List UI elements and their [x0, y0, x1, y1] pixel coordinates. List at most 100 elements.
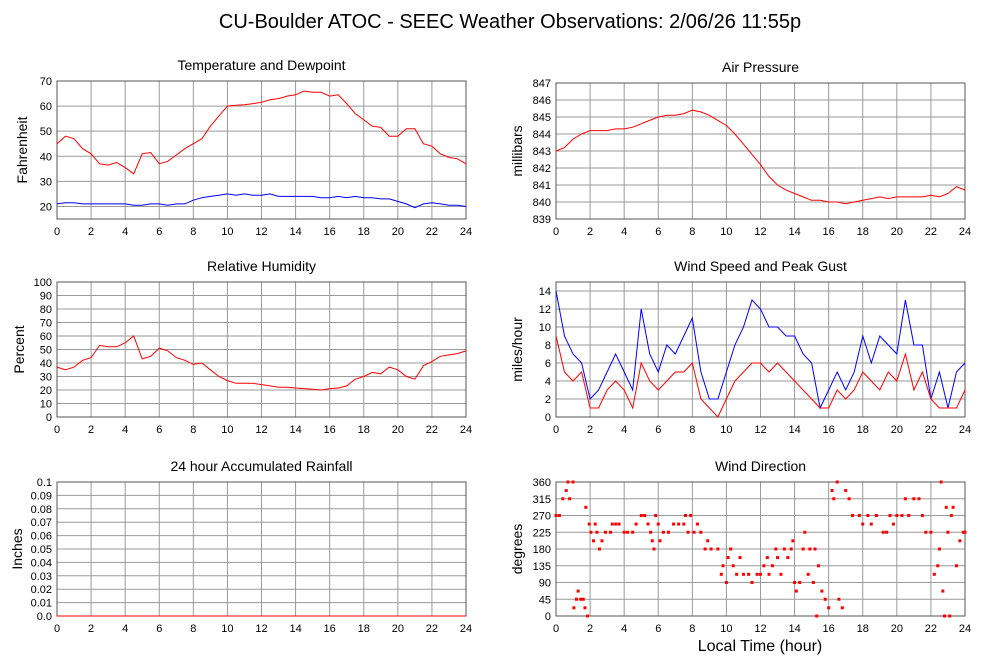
x-tick-label: 20	[392, 226, 404, 238]
data-point	[759, 572, 762, 576]
y-tick-label: 0.1	[37, 477, 52, 489]
y-tick-label: 4	[545, 376, 551, 388]
data-point	[692, 530, 696, 534]
data-point	[920, 514, 924, 517]
x-tick-label: 12	[255, 226, 267, 238]
data-point	[793, 581, 797, 584]
x-tick-label: 4	[122, 226, 128, 238]
y-tick-label: 0.0	[37, 611, 52, 623]
data-point	[656, 522, 660, 526]
x-tick-label: 18	[857, 623, 869, 635]
data-point	[584, 505, 588, 509]
data-point	[924, 530, 928, 534]
data-point	[593, 522, 597, 526]
data-point	[724, 581, 728, 584]
data-point	[844, 489, 848, 493]
x-tick-label: 24	[959, 623, 971, 635]
x-tick-label: 6	[156, 226, 162, 238]
y-tick-label: 45	[539, 594, 551, 606]
y-tick-label: 135	[533, 561, 551, 573]
data-point	[738, 556, 742, 560]
data-point	[721, 564, 725, 568]
data-point	[803, 530, 807, 534]
data-point	[587, 522, 591, 526]
data-point	[963, 530, 967, 534]
data-point	[643, 514, 647, 517]
data-point	[622, 530, 626, 534]
data-point	[907, 514, 911, 517]
y-axis-label: Fahrenheit	[14, 116, 30, 183]
data-point	[794, 589, 798, 593]
data-point	[954, 564, 958, 568]
x-tick-label: 0	[553, 424, 559, 436]
data-point	[943, 614, 947, 618]
y-tick-label: 0	[545, 611, 551, 623]
data-point	[917, 497, 921, 501]
x-tick-label: 22	[925, 424, 937, 436]
x-tick-label: 6	[156, 623, 162, 635]
x-tick-label: 20	[392, 623, 404, 635]
x-axis-label: Local Time (hour)	[698, 638, 823, 655]
data-point	[626, 530, 630, 534]
x-tick-label: 0	[54, 623, 60, 635]
data-point	[561, 497, 565, 501]
data-point	[591, 539, 595, 543]
data-point	[936, 564, 940, 568]
data-point	[776, 556, 780, 560]
data-point	[813, 547, 817, 551]
data-point	[579, 597, 583, 601]
data-point	[581, 597, 585, 601]
data-point	[672, 522, 676, 526]
y-tick-label: 50	[40, 126, 52, 138]
y-tick-label: 70	[40, 318, 52, 330]
data-point	[895, 514, 899, 517]
y-tick-label: 40	[40, 151, 52, 163]
x-tick-label: 10	[720, 424, 732, 436]
y-axis-label: Inches	[9, 528, 25, 569]
y-tick-label: 14	[539, 286, 551, 298]
y-tick-label: 0.06	[31, 531, 52, 543]
x-tick-label: 12	[255, 623, 267, 635]
data-point	[554, 514, 558, 517]
x-tick-label: 2	[587, 424, 593, 436]
chart-title: Relative Humidity	[207, 258, 316, 274]
y-tick-label: 0.03	[31, 571, 52, 583]
x-tick-label: 20	[891, 226, 903, 238]
x-tick-label: 10	[221, 226, 233, 238]
y-tick-label: 30	[40, 176, 52, 188]
y-tick-label: 50	[40, 345, 52, 357]
data-point	[566, 480, 570, 484]
x-tick-label: 2	[88, 623, 94, 635]
y-tick-label: 0.09	[31, 490, 52, 502]
y-tick-label: 12	[539, 304, 551, 316]
data-point	[944, 505, 948, 509]
y-tick-label: 847	[533, 78, 551, 90]
data-point	[885, 530, 889, 534]
x-tick-label: 10	[720, 226, 732, 238]
data-point	[586, 614, 590, 618]
data-point	[639, 514, 643, 517]
x-tick-label: 6	[156, 424, 162, 436]
data-point	[779, 572, 783, 576]
chart-title: Temperature and Dewpoint	[177, 57, 345, 73]
x-tick-label: 24	[460, 424, 472, 436]
x-tick-label: 20	[392, 424, 404, 436]
x-tick-label: 18	[358, 226, 370, 238]
y-tick-label: 0	[545, 412, 551, 424]
data-point	[677, 522, 681, 526]
data-point	[837, 597, 841, 601]
x-tick-label: 22	[925, 623, 937, 635]
data-point	[782, 547, 786, 551]
data-point	[699, 530, 703, 534]
x-tick-label: 12	[754, 623, 766, 635]
data-point	[851, 514, 855, 517]
data-point	[617, 522, 621, 526]
y-tick-label: 225	[533, 527, 551, 539]
data-point	[830, 489, 834, 493]
x-tick-label: 4	[621, 424, 627, 436]
data-point	[941, 589, 945, 593]
